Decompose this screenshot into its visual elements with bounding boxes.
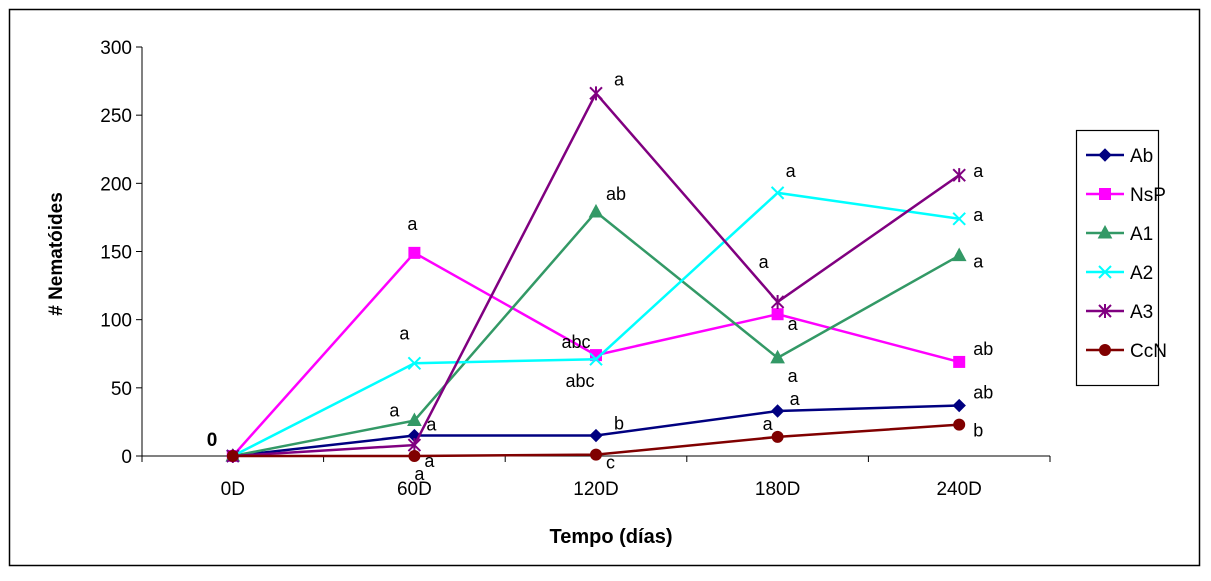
significance-label: a	[407, 214, 418, 234]
x-tick-label: 120D	[573, 479, 618, 500]
y-tick-label: 200	[100, 174, 132, 195]
legend-item-a2: A2	[1086, 263, 1153, 284]
y-tick-label: 50	[111, 379, 132, 400]
data-point	[590, 448, 602, 461]
data-point	[770, 186, 785, 200]
legend-item-nsp: NsP	[1086, 185, 1166, 206]
data-point	[952, 398, 966, 413]
y-tick-label: 100	[100, 311, 132, 332]
data-point	[407, 356, 422, 371]
data-point	[589, 352, 603, 366]
significance-label: ab	[606, 184, 626, 204]
data-point	[589, 86, 603, 101]
significance-label: a	[973, 205, 984, 225]
data-point	[407, 438, 422, 453]
x-tick-label: 60D	[397, 479, 432, 500]
significance-label: a	[389, 401, 400, 421]
data-point	[226, 450, 239, 462]
significance-label: a	[788, 366, 799, 386]
legend-label: NsP	[1130, 185, 1166, 206]
significance-label: a	[614, 69, 625, 89]
significance-label: b	[973, 421, 983, 441]
y-tick-label: 250	[100, 106, 132, 127]
legend-item-ab: Ab	[1086, 146, 1153, 167]
legend-label: A2	[1130, 263, 1153, 284]
significance-label: a	[790, 389, 801, 409]
data-point	[770, 349, 785, 364]
x-tick-label: 0D	[221, 479, 245, 500]
y-axis: 0 50 100 150 200 250 300	[100, 38, 143, 468]
y-tick-label: 150	[100, 243, 132, 264]
data-point	[952, 212, 966, 226]
data-point	[953, 418, 966, 431]
significance-label: ab	[973, 339, 993, 359]
data-point	[588, 203, 604, 218]
legend-swatch-marker	[1099, 344, 1111, 356]
data-point	[771, 430, 784, 443]
significance-label: a	[424, 451, 435, 471]
legend-label: Ab	[1130, 146, 1153, 167]
significance-label: a	[759, 252, 770, 272]
legend-swatch-marker	[1098, 265, 1112, 279]
legend-item-a3: A3	[1086, 302, 1153, 323]
significance-label: a	[786, 161, 797, 181]
significance-label: a	[414, 464, 425, 484]
zero-label: 0	[207, 430, 218, 451]
series-layer	[225, 86, 967, 463]
legend-box	[1075, 129, 1160, 387]
significance-label: b	[614, 414, 624, 434]
legend-label: A3	[1130, 302, 1153, 323]
significance-label: a	[426, 415, 437, 435]
series-ccn	[226, 418, 966, 462]
y-tick-label: 300	[100, 38, 132, 59]
legend-swatch-marker	[1098, 148, 1112, 162]
legend-swatch-marker	[1097, 224, 1113, 239]
significance-label: ab	[973, 383, 993, 403]
legend-item-ccn: CcN	[1086, 341, 1167, 362]
significance-label: a	[763, 414, 774, 434]
x-axis-title: Tempo (días)	[550, 526, 673, 548]
data-point	[951, 247, 967, 262]
data-point	[589, 428, 603, 443]
data-point	[953, 355, 966, 368]
x-tick-label: 240D	[936, 479, 981, 500]
significance-label: a	[788, 314, 799, 334]
significance-label: a	[973, 252, 984, 272]
data-point	[770, 404, 785, 418]
data-point	[770, 294, 785, 309]
significance-label: c	[606, 453, 615, 473]
significance-label: abc	[565, 371, 594, 391]
x-tick-label: 180D	[755, 479, 800, 500]
data-point	[408, 246, 421, 259]
legend-swatch-marker	[1099, 188, 1111, 200]
data-point	[952, 168, 966, 183]
legend-label: A1	[1130, 224, 1153, 245]
legend-label: CcN	[1130, 341, 1167, 362]
y-axis-title: # Nematóides	[46, 192, 67, 316]
legend-swatch-marker	[1098, 304, 1112, 318]
significance-label: a	[973, 161, 984, 181]
legend-item-a1: A1	[1086, 224, 1153, 245]
data-point	[771, 308, 784, 321]
y-tick-label: 0	[121, 447, 132, 468]
significance-label: abc	[561, 332, 590, 352]
data-point	[407, 412, 422, 427]
significance-label: a	[399, 323, 410, 343]
legend: Ab NsP A1 A2 A3 CcN	[1075, 129, 1167, 387]
data-point	[408, 450, 421, 462]
